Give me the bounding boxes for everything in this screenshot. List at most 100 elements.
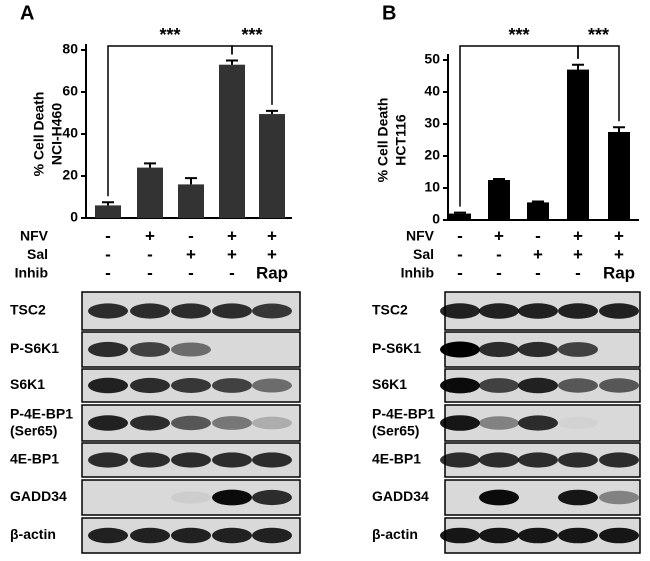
- blot-band: [252, 416, 292, 430]
- y-tick-label: 20: [424, 147, 440, 163]
- bar: [608, 132, 630, 220]
- blot-label: β-actin: [10, 526, 56, 542]
- condition-sign: -: [147, 245, 153, 264]
- blot-band: [599, 452, 639, 468]
- bar: [567, 69, 589, 220]
- condition-sign: -: [575, 263, 581, 282]
- blot-band: [518, 303, 558, 319]
- y-axis-label: % Cell Death: [31, 92, 47, 177]
- blot-label: (Ser65): [372, 423, 419, 439]
- error-bar: [185, 177, 197, 185]
- y-tick-label: 0: [70, 209, 78, 225]
- blot-band: [558, 527, 598, 544]
- error-bar: [226, 59, 238, 65]
- blot-band: [171, 303, 211, 319]
- blot-band: [171, 415, 211, 431]
- blot-band: [479, 527, 519, 544]
- error-bar: [266, 109, 278, 115]
- condition-sign: -: [229, 263, 235, 282]
- condition-sign: -: [535, 263, 541, 282]
- bar: [259, 114, 285, 218]
- blot-band: [440, 377, 480, 394]
- condition-label: NFV: [406, 228, 435, 244]
- condition-sign: +: [614, 226, 624, 245]
- condition-sign: Rap: [603, 263, 635, 282]
- blot-label: P-4E-BP1: [10, 406, 73, 422]
- y-tick-label: 0: [432, 211, 440, 227]
- blot-band: [171, 378, 211, 393]
- blot-band: [252, 378, 292, 393]
- bar: [488, 180, 510, 220]
- y-axis-label: HCT116: [393, 114, 409, 166]
- error-bar: [144, 162, 156, 168]
- blot-frame: [444, 479, 641, 516]
- significance-bracket: [459, 45, 579, 207]
- condition-sign: -: [188, 226, 194, 245]
- blot-label: P-4E-BP1: [372, 406, 435, 422]
- blot-band: [130, 415, 170, 431]
- significance-label: ***: [241, 25, 262, 45]
- error-bar: [613, 126, 625, 132]
- blot-band: [518, 415, 558, 431]
- blot-label: β-actin: [372, 526, 418, 542]
- blot-band: [212, 378, 252, 393]
- condition-sign: +: [573, 226, 583, 245]
- blot-band: [599, 527, 639, 544]
- condition-sign: +: [533, 245, 543, 264]
- condition-sign: +: [186, 245, 196, 264]
- condition-label: Inhib: [401, 265, 434, 281]
- condition-sign: -: [496, 245, 502, 264]
- blot-band: [212, 303, 252, 319]
- blot-band: [440, 527, 480, 544]
- blot-band: [171, 452, 211, 468]
- panel-label: B: [382, 2, 396, 24]
- condition-sign: -: [147, 263, 153, 282]
- blot-label: GADD34: [10, 488, 67, 504]
- blot-band: [518, 377, 558, 394]
- significance-label: ***: [508, 25, 529, 45]
- blot-band: [518, 341, 558, 358]
- significance-bracket: [231, 45, 273, 105]
- condition-sign: +: [267, 226, 277, 245]
- significance-label: ***: [159, 25, 180, 45]
- blot-band: [440, 341, 480, 358]
- y-tick-label: 20: [62, 167, 78, 183]
- blot-band: [130, 452, 170, 468]
- blot-band: [440, 452, 480, 468]
- error-bar: [493, 178, 505, 181]
- blot-label: P-S6K1: [10, 340, 59, 356]
- condition-sign: +: [614, 245, 624, 264]
- blot-label: S6K1: [10, 376, 45, 392]
- blot-band: [88, 415, 128, 431]
- bar: [527, 202, 549, 220]
- condition-label: Sal: [413, 246, 434, 262]
- y-tick-label: 10: [424, 179, 440, 195]
- blot-band: [440, 303, 480, 319]
- blot-band: [212, 416, 252, 430]
- condition-sign: -: [496, 263, 502, 282]
- significance-bracket: [577, 45, 620, 122]
- blot-band: [252, 303, 292, 319]
- blot-band: [518, 452, 558, 468]
- condition-sign: -: [188, 263, 194, 282]
- blot-band: [479, 489, 519, 506]
- blot-band: [558, 489, 598, 506]
- y-axis-label: % Cell Death: [375, 98, 391, 183]
- blot-label: GADD34: [372, 488, 429, 504]
- blot-band: [130, 303, 170, 319]
- significance-bracket: [107, 45, 233, 197]
- condition-label: Sal: [27, 246, 48, 262]
- blot-band: [518, 527, 558, 544]
- condition-sign: +: [494, 226, 504, 245]
- y-tick-label: 80: [62, 41, 78, 57]
- y-tick-label: 40: [62, 125, 78, 141]
- blot-band: [130, 377, 170, 394]
- condition-sign: +: [227, 226, 237, 245]
- blot-band: [252, 489, 292, 506]
- blot-label: TSC2: [372, 302, 408, 318]
- condition-sign: -: [105, 226, 111, 245]
- blot-band: [212, 452, 252, 468]
- condition-label: Inhib: [15, 265, 48, 281]
